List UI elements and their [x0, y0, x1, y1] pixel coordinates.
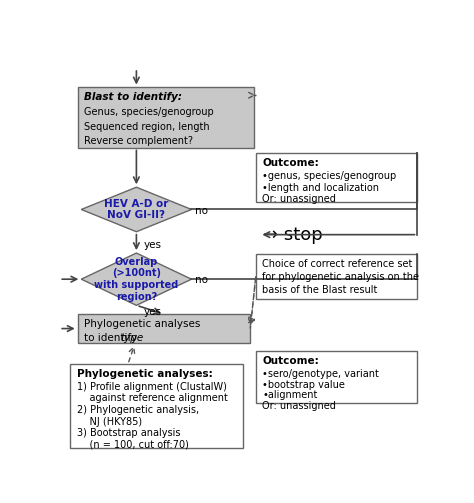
Text: HEV A-D or
NoV GI-II?: HEV A-D or NoV GI-II?	[104, 199, 169, 220]
Text: •bootstrap value: •bootstrap value	[263, 379, 345, 389]
Text: Blast to identify:: Blast to identify:	[84, 92, 182, 102]
Text: type: type	[120, 333, 144, 344]
Polygon shape	[82, 253, 191, 305]
Text: •genus, species/genogroup: •genus, species/genogroup	[263, 171, 397, 181]
Bar	[256, 254, 418, 299]
Text: 2) Phylogenetic analysis,: 2) Phylogenetic analysis,	[77, 405, 199, 415]
Text: Or: unassigned: Or: unassigned	[263, 194, 336, 204]
Text: Reverse complement?: Reverse complement?	[84, 136, 193, 146]
Text: to identify: to identify	[84, 333, 141, 344]
Bar	[70, 364, 243, 448]
Text: Genus, species/genogroup: Genus, species/genogroup	[84, 107, 214, 117]
Text: against reference alignment: against reference alignment	[77, 393, 228, 403]
Text: yes: yes	[144, 240, 162, 250]
Text: basis of the Blast result: basis of the Blast result	[263, 285, 378, 295]
Text: •sero/genotype, variant: •sero/genotype, variant	[263, 369, 379, 379]
Text: (n = 100, cut off:70): (n = 100, cut off:70)	[77, 440, 189, 450]
Text: Overlap
(>100nt)
with supported
region?: Overlap (>100nt) with supported region?	[94, 257, 179, 302]
Polygon shape	[82, 187, 191, 232]
Text: → stop: → stop	[263, 226, 323, 243]
Text: Phylogenetic analyses:: Phylogenetic analyses:	[77, 369, 213, 379]
Text: for phylogenetic analysis on the: for phylogenetic analysis on the	[263, 272, 419, 282]
Text: Phylogenetic analyses: Phylogenetic analyses	[84, 319, 201, 328]
Bar	[256, 153, 418, 202]
Text: •length and localization: •length and localization	[263, 183, 379, 193]
Text: 1) Profile alignment (ClustalW): 1) Profile alignment (ClustalW)	[77, 382, 227, 392]
Text: 3) Bootstrap analysis: 3) Bootstrap analysis	[77, 429, 181, 438]
Text: Sequenced region, length: Sequenced region, length	[84, 122, 210, 132]
Text: Choice of correct reference set: Choice of correct reference set	[263, 259, 413, 269]
Text: no: no	[195, 275, 208, 285]
Text: yes: yes	[144, 307, 162, 317]
Text: no: no	[195, 206, 208, 216]
Bar	[78, 314, 250, 343]
Text: •alignment: •alignment	[263, 390, 318, 400]
Bar	[256, 351, 418, 403]
Bar	[78, 88, 254, 147]
Text: Outcome:: Outcome:	[263, 356, 319, 366]
Text: NJ (HKY85): NJ (HKY85)	[77, 416, 142, 427]
Text: Or: unassigned: Or: unassigned	[263, 401, 336, 411]
Text: Outcome:: Outcome:	[263, 158, 319, 169]
